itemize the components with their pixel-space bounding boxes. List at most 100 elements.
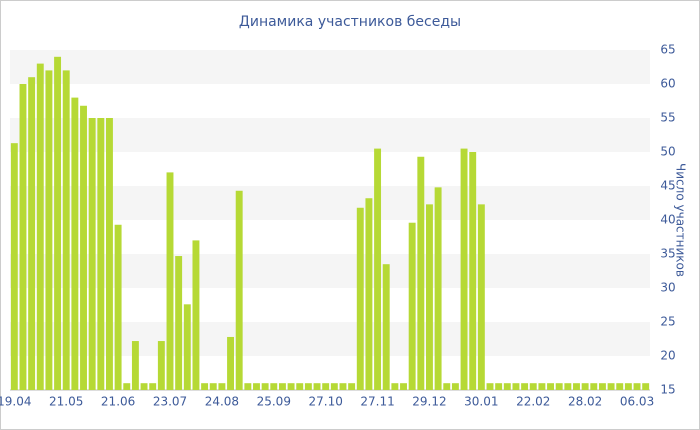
bar (408, 222, 416, 390)
bar (175, 256, 183, 390)
bar (192, 240, 200, 390)
bar (71, 97, 79, 390)
bar (253, 383, 260, 390)
y-tick-label: 40 (660, 213, 675, 227)
bar (590, 383, 598, 390)
bar (296, 383, 304, 390)
x-tick-label: 24.08 (205, 395, 239, 409)
bar (201, 383, 209, 390)
bar (495, 383, 503, 390)
bar (374, 148, 382, 390)
bar (183, 304, 191, 390)
bar (503, 383, 511, 390)
y-tick-label: 35 (660, 247, 675, 261)
bar (140, 383, 148, 390)
bar (521, 383, 529, 390)
grid-band (10, 50, 650, 84)
bar (88, 118, 96, 390)
bar (365, 198, 373, 390)
x-tick-label: 21.05 (49, 395, 83, 409)
bar (400, 383, 407, 390)
bar (547, 383, 554, 390)
bar (106, 118, 113, 390)
bar (28, 77, 36, 390)
bar (235, 190, 243, 390)
bar (573, 383, 580, 390)
bar (322, 383, 330, 390)
bar (598, 383, 606, 390)
bar (80, 105, 87, 390)
y-tick-label: 45 (660, 179, 675, 193)
bar (434, 187, 442, 390)
chart-title: Динамика участников беседы (239, 14, 461, 30)
x-tick-label: 23.07 (153, 395, 187, 409)
bar (616, 383, 624, 390)
bar (149, 383, 157, 390)
bar (382, 264, 390, 390)
x-tick-label: 21.06 (101, 395, 135, 409)
bar (270, 383, 278, 390)
x-tick-label: 27.10 (308, 395, 342, 409)
bar (166, 172, 174, 390)
bar (356, 207, 364, 390)
bar (633, 383, 641, 390)
x-tick-label: 29.12 (412, 395, 446, 409)
x-tick-label: 30.01 (464, 395, 498, 409)
bar (607, 383, 615, 390)
y-tick-label: 30 (660, 281, 675, 295)
bar (313, 383, 321, 390)
bar (227, 336, 234, 390)
y-tick-label: 25 (660, 315, 675, 329)
x-tick-label: 25.09 (257, 395, 291, 409)
bar (157, 341, 165, 390)
bar (443, 383, 451, 390)
bar (555, 383, 563, 390)
y-tick-label: 65 (660, 43, 675, 57)
x-tick-label: 22.02 (516, 395, 550, 409)
bar (209, 383, 217, 390)
bar (45, 70, 53, 391)
bar (123, 383, 131, 390)
bar (261, 383, 269, 390)
x-tick-label: 19.04 (0, 395, 32, 409)
y-tick-label: 15 (660, 383, 675, 397)
bar (62, 70, 70, 391)
bar (244, 383, 252, 390)
bar (564, 383, 572, 390)
grid-band (10, 186, 650, 220)
bar (451, 383, 459, 390)
bar (339, 383, 347, 390)
bar (10, 143, 18, 390)
y-tick-label: 55 (660, 111, 675, 125)
y-tick-label: 60 (660, 77, 675, 91)
x-tick-label: 06.03 (620, 395, 654, 409)
bar (624, 383, 632, 390)
bar (426, 204, 433, 390)
bar (512, 383, 520, 390)
x-tick-label: 27.11 (360, 395, 394, 409)
y-axis-label: Число участников (674, 163, 688, 277)
bar (330, 383, 338, 390)
bar (642, 383, 650, 390)
bar (97, 118, 105, 390)
y-tick-label: 50 (660, 145, 675, 159)
bar (54, 56, 62, 391)
bar (391, 383, 399, 390)
x-tick-label: 28.02 (568, 395, 602, 409)
bar (460, 148, 468, 390)
bar (417, 156, 425, 390)
bar (19, 84, 27, 390)
bar (218, 383, 226, 390)
grid-band (10, 118, 650, 152)
bar (469, 152, 477, 390)
bar (581, 383, 589, 390)
bar (538, 383, 546, 390)
y-tick-label: 20 (660, 349, 675, 363)
bar (278, 383, 286, 390)
bar (131, 341, 139, 390)
bar (287, 383, 295, 390)
bar (529, 383, 537, 390)
bar (304, 383, 312, 390)
bar (36, 63, 44, 390)
